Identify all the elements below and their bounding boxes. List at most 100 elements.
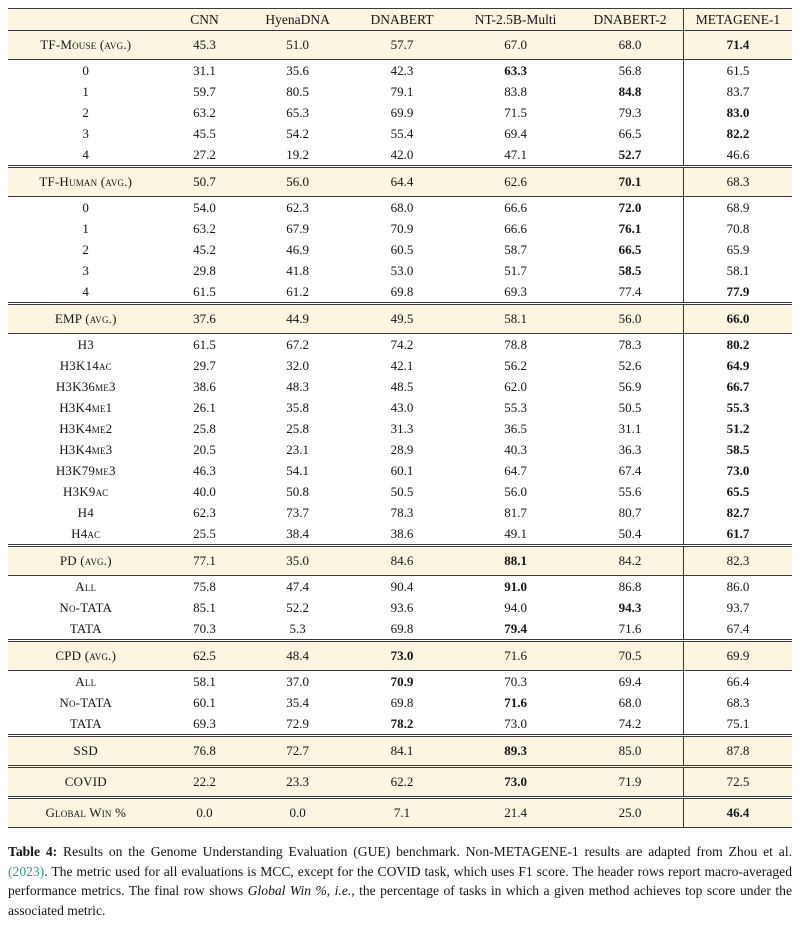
metric-cell: 91.0 (504, 578, 527, 594)
metric-cell: 70.5 (577, 639, 684, 671)
metric-cell: 7.1 (349, 796, 455, 828)
metric-cell: 29.8 (193, 262, 216, 278)
metric-cell: 80.2 (682, 333, 792, 355)
row-label: No-TATA (59, 599, 113, 615)
metric-cell: 79.3 (618, 104, 642, 120)
row-label: H3 (77, 336, 94, 352)
table-row: H3K4me3 20.5 23.1 28.9 40.3 36.3 58.5 (8, 439, 792, 460)
metric-cell: 70.9 (390, 220, 414, 236)
metric-cell: 52.7 (618, 146, 642, 162)
metric-cell: 69.8 (390, 620, 414, 636)
metric-cell: 86.8 (618, 578, 642, 594)
metric-cell: 45.2 (193, 241, 216, 257)
table-row: H3K36me3 38.6 48.3 48.5 62.0 56.9 66.7 (8, 376, 792, 397)
metric-cell: 76.1 (618, 220, 642, 236)
metric-cell: 23.1 (286, 441, 309, 457)
metric-cell: 73.0 (349, 639, 455, 671)
row-label: H3K4me3 (59, 441, 113, 457)
metric-cell: 83.7 (682, 81, 792, 102)
table-row: 3 29.8 41.8 53.0 51.7 58.5 58.1 (8, 260, 792, 281)
metric-cell: 52.2 (286, 599, 309, 615)
table-body: TF-Mouse (avg.) 45.3 51.0 57.7 67.0 68.0 71.4 0… (8, 30, 792, 828)
metric-cell: 84.8 (618, 83, 642, 99)
metric-cell: 31.1 (618, 420, 642, 436)
col-header-nt25b-multi: NT-2.5B-Multi (454, 8, 578, 31)
metric-cell: 85.0 (577, 734, 684, 767)
metric-cell: 77.1 (163, 544, 246, 576)
section-row: Global Win % 0.0 0.0 7.1 21.4 25.0 46.4 (8, 796, 792, 828)
metric-cell: 70.9 (390, 673, 414, 689)
row-label: TATA (69, 620, 102, 636)
row-label: H3K14ac (59, 357, 112, 373)
metric-cell: 44.9 (245, 302, 350, 334)
metric-cell: 93.7 (682, 597, 792, 618)
table-row: H3 61.5 67.2 74.2 78.8 78.3 80.2 (8, 333, 792, 355)
metric-cell: 60.5 (390, 241, 414, 257)
metric-cell: 54.1 (286, 462, 309, 478)
metric-cell: 28.9 (390, 441, 414, 457)
metric-cell: 73.7 (286, 504, 309, 520)
metric-cell: 42.1 (390, 357, 414, 373)
metric-cell: 51.7 (504, 262, 527, 278)
metric-cell: 67.4 (618, 462, 642, 478)
table-row: 1 59.7 80.5 79.1 83.8 84.8 83.7 (8, 81, 792, 102)
row-label: 4 (82, 146, 90, 162)
metric-cell: 66.7 (682, 376, 792, 397)
metric-cell: 54.2 (286, 125, 309, 141)
metric-cell: 53.0 (390, 262, 414, 278)
metric-cell: 56.2 (504, 357, 527, 373)
metric-cell: 62.5 (163, 639, 246, 671)
table-row: 4 27.2 19.2 42.0 47.1 52.7 46.6 (8, 144, 792, 167)
metric-cell: 38.6 (390, 525, 414, 541)
metric-cell: 66.5 (618, 125, 642, 141)
row-label: 0 (82, 62, 90, 78)
metric-cell: 23.3 (245, 765, 350, 798)
row-label: H4 (77, 504, 94, 520)
metric-cell: 78.3 (618, 336, 642, 352)
metric-cell: 69.3 (504, 283, 527, 299)
metric-cell: 72.0 (618, 199, 642, 215)
row-label: No-TATA (59, 694, 113, 710)
metric-cell: 73.0 (454, 765, 578, 798)
metric-cell: 19.2 (286, 146, 309, 162)
metric-cell: 38.4 (286, 525, 309, 541)
row-label: TF-Human (avg.) (8, 165, 164, 197)
metric-cell: 50.8 (286, 483, 309, 499)
row-label: H3K36me3 (55, 378, 116, 394)
metric-cell: 68.0 (390, 199, 414, 215)
metric-cell: 35.0 (245, 544, 350, 576)
metric-cell: 77.9 (682, 281, 792, 304)
metric-cell: 70.8 (682, 218, 792, 239)
row-label: H3K4me1 (59, 399, 113, 415)
results-table: CNN HyenaDNA DNABERT NT-2.5B-Multi DNABE… (8, 8, 792, 828)
row-label: All (75, 673, 97, 689)
row-label: 2 (82, 104, 90, 120)
metric-cell: 84.1 (349, 734, 455, 767)
metric-cell: 46.6 (682, 144, 792, 167)
metric-cell: 63.2 (193, 220, 216, 236)
metric-cell: 42.0 (390, 146, 414, 162)
metric-cell: 61.5 (193, 336, 216, 352)
table-row: No-TATA 85.1 52.2 93.6 94.0 94.3 93.7 (8, 597, 792, 618)
citation-link[interactable]: (2023) (8, 863, 45, 879)
metric-cell: 37.0 (286, 673, 309, 689)
metric-cell: 5.3 (289, 620, 306, 636)
metric-cell: 35.8 (286, 399, 309, 415)
metric-cell: 25.0 (577, 796, 684, 828)
metric-cell: 79.4 (504, 620, 527, 636)
table-row: H3K9ac 40.0 50.8 50.5 56.0 55.6 65.5 (8, 481, 792, 502)
section-row: PD (avg.) 77.1 35.0 84.6 88.1 84.2 82.3 (8, 544, 792, 576)
metric-cell: 69.3 (193, 715, 216, 731)
metric-cell: 75.1 (682, 713, 792, 736)
col-header-metagene1: METAGENE-1 (682, 8, 792, 31)
table-caption: Table 4: Results on the Genome Understan… (8, 842, 792, 920)
metric-cell: 58.1 (193, 673, 216, 689)
metric-cell: 77.4 (618, 283, 642, 299)
metric-cell: 26.1 (193, 399, 216, 415)
metric-cell: 36.5 (504, 420, 527, 436)
metric-cell: 69.9 (682, 639, 792, 671)
metric-cell: 25.5 (193, 525, 216, 541)
row-label: 3 (82, 262, 90, 278)
row-label: EMP (avg.) (8, 302, 164, 334)
